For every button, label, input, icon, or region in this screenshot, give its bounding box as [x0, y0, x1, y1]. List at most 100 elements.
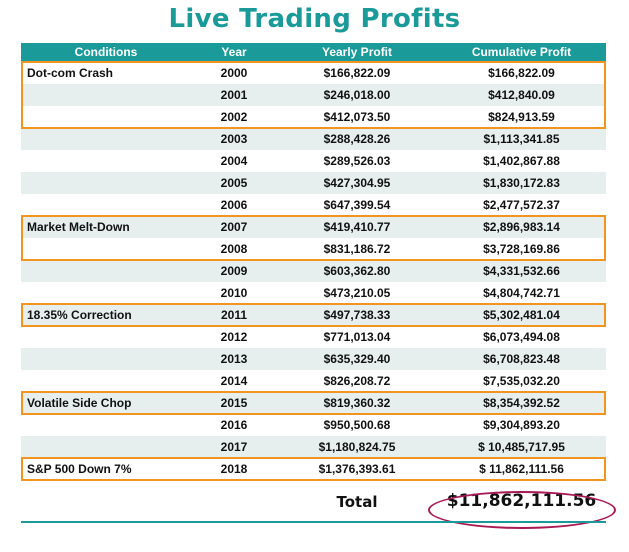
- cell-yearly-profit: $635,329.40: [323, 352, 391, 366]
- cell-condition: Dot-com Crash: [27, 66, 114, 80]
- cell-condition: [21, 238, 191, 260]
- table-header: Conditions Year Yearly Profit Cumulative…: [21, 43, 606, 62]
- table-body: Dot-com Crash 2000 $166,822.09 $166,822.09 2…: [21, 62, 606, 480]
- cell-yearly-profit: $819,360.32: [323, 396, 391, 410]
- table-row: Market Melt-Down 2007 $419,410.77 $2,896,98…: [21, 216, 606, 238]
- cell-yearly-profit: $647,399.54: [323, 198, 391, 212]
- cell-condition: [21, 348, 191, 370]
- cell-yearly-profit: $288,428.26: [323, 132, 391, 146]
- cell-cumulative-profit: $1,402,867.88: [483, 154, 560, 168]
- cell-condition: S&P 500 Down 7%: [27, 462, 132, 476]
- header-cumulative-profit: Cumulative Profit: [471, 45, 572, 59]
- cell-yearly-profit: $412,073.50: [323, 110, 391, 124]
- table-row: 2010 $473,210.05 $4,804,742.71: [21, 282, 606, 304]
- cell-cumulative-profit: $ 11,862,111.56: [479, 462, 564, 476]
- cell-year: 2009: [220, 264, 248, 278]
- table-row: 2008 $831,186.72 $3,728,169.86: [21, 238, 606, 260]
- cell-cumulative-profit: $2,477,572.37: [483, 198, 560, 212]
- cell-condition: [21, 172, 191, 194]
- cell-cumulative-profit: $1,830,172.83: [483, 176, 560, 190]
- cell-condition: [21, 106, 191, 128]
- table-row: 2002 $412,073.50 $824,913.59: [21, 106, 606, 128]
- cell-year: 2006: [220, 198, 248, 212]
- cell-year: 2014: [220, 374, 248, 388]
- header-year: Year: [221, 45, 247, 59]
- cell-year: 2018: [220, 462, 248, 476]
- table-row: 2001 $246,018.00 $412,840.09: [21, 84, 606, 106]
- table-row: 2014 $826,208.72 $7,535,032.20: [21, 370, 606, 392]
- cell-yearly-profit: $289,526.03: [323, 154, 391, 168]
- table-row: 18.35% Correction 2011 $497,738.33 $5,302,4…: [21, 304, 606, 326]
- cell-condition: [21, 150, 191, 172]
- header-yearly-profit: Yearly Profit: [321, 45, 393, 59]
- total-label: Total: [336, 493, 378, 511]
- cell-year: 2003: [220, 132, 248, 146]
- cell-year: 2011: [220, 308, 248, 322]
- table-row: 2009 $603,362.80 $4,331,532.66: [21, 260, 606, 282]
- cell-year: 2005: [220, 176, 248, 190]
- cell-condition: [21, 414, 191, 436]
- cell-cumulative-profit: $2,896,983.14: [483, 220, 560, 234]
- cell-yearly-profit: $166,822.09: [323, 66, 391, 80]
- cell-yearly-profit: $419,410.77: [323, 220, 391, 234]
- cell-condition: [21, 436, 191, 458]
- cell-year: 2002: [220, 110, 248, 124]
- cell-year: 2004: [220, 154, 248, 168]
- cell-cumulative-profit: $8,354,392.52: [483, 396, 560, 410]
- cell-condition: [21, 128, 191, 150]
- total-highlight-oval: [428, 491, 616, 529]
- cell-cumulative-profit: $824,913.59: [488, 110, 555, 124]
- table-row: 2012 $771,013.04 $6,073,494.08: [21, 326, 606, 348]
- table-row: 2005 $427,304.95 $1,830,172.83: [21, 172, 606, 194]
- header-conditions: Conditions: [74, 45, 138, 59]
- cell-yearly-profit: $771,013.04: [323, 330, 391, 344]
- cell-cumulative-profit: $7,535,032.20: [483, 374, 560, 388]
- cell-yearly-profit: $497,738.33: [323, 308, 391, 322]
- table-row: 2006 $647,399.54 $2,477,572.37: [21, 194, 606, 216]
- cell-yearly-profit: $603,362.80: [323, 264, 391, 278]
- table-row: 2004 $289,526.03 $1,402,867.88: [21, 150, 606, 172]
- table-bottom-rule: [21, 521, 606, 523]
- table-title: Live Trading Profits: [168, 4, 461, 34]
- table-row: Volatile Side Chop 2015 $819,360.32 $8,354,…: [21, 392, 606, 414]
- cell-cumulative-profit: $166,822.09: [488, 66, 555, 80]
- cell-condition: [21, 260, 191, 282]
- cell-year: 2012: [220, 330, 248, 344]
- cell-yearly-profit: $1,180,824.75: [318, 440, 396, 454]
- cell-condition: Market Melt-Down: [27, 220, 130, 234]
- table-row: 2013 $635,329.40 $6,708,823.48: [21, 348, 606, 370]
- cell-condition: [21, 282, 191, 304]
- cell-year: 2001: [220, 88, 248, 102]
- table-row: 2017 $1,180,824.75 $ 10,485,717.95: [21, 436, 606, 458]
- profits-table: Conditions Year Yearly Profit Cumulative…: [21, 43, 606, 481]
- cell-condition: [21, 370, 191, 392]
- cell-condition: 18.35% Correction: [27, 308, 132, 322]
- cell-cumulative-profit: $412,840.09: [488, 88, 555, 102]
- cell-year: 2015: [220, 396, 248, 410]
- cell-yearly-profit: $826,208.72: [323, 374, 391, 388]
- table-row: 2016 $950,500.68 $9,304,893.20: [21, 414, 606, 436]
- cell-year: 2016: [220, 418, 248, 432]
- cell-cumulative-profit: $6,073,494.08: [483, 330, 560, 344]
- cell-year: 2010: [220, 286, 248, 300]
- cell-cumulative-profit: $4,804,742.71: [483, 286, 560, 300]
- cell-yearly-profit: $950,500.68: [323, 418, 391, 432]
- cell-cumulative-profit: $5,302,481.04: [483, 308, 560, 322]
- cell-year: 2013: [220, 352, 248, 366]
- table-row: Dot-com Crash 2000 $166,822.09 $166,822.09: [21, 62, 606, 84]
- cell-condition: Volatile Side Chop: [27, 396, 132, 410]
- cell-cumulative-profit: $4,331,532.66: [483, 264, 560, 278]
- cell-year: 2008: [220, 242, 248, 256]
- cell-yearly-profit: $427,304.95: [323, 176, 391, 190]
- cell-condition: [21, 194, 191, 216]
- cell-cumulative-profit: $ 10,485,717.95: [478, 440, 565, 454]
- cell-cumulative-profit: $3,728,169.86: [483, 242, 560, 256]
- cell-year: 2000: [220, 66, 248, 80]
- cell-cumulative-profit: $9,304,893.20: [483, 418, 560, 432]
- cell-condition: [21, 326, 191, 348]
- cell-yearly-profit: $246,018.00: [323, 88, 391, 102]
- cell-year: 2007: [220, 220, 248, 234]
- table-row: S&P 500 Down 7% 2018 $1,376,393.61 $ 11,862…: [21, 458, 606, 480]
- cell-cumulative-profit: $1,113,341.85: [483, 132, 560, 146]
- cell-yearly-profit: $473,210.05: [323, 286, 391, 300]
